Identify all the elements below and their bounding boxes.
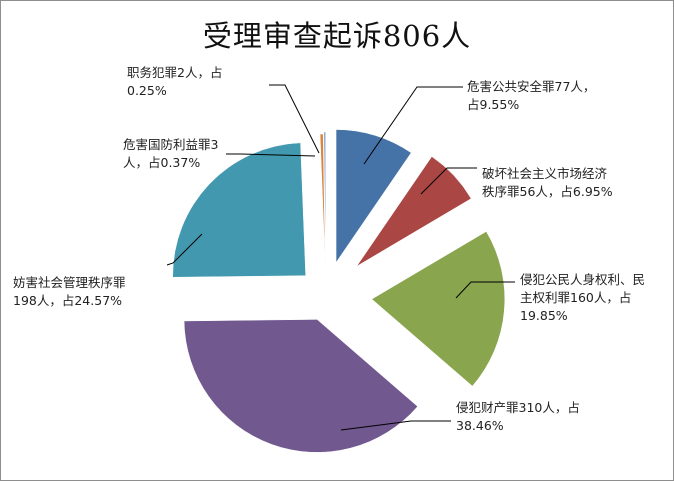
data-label: 妨害社会管理秩序罪 198人，占24.57% [13, 275, 126, 308]
leader-line [226, 153, 316, 157]
pie-slice [172, 142, 306, 278]
leader-line [420, 167, 477, 195]
pie-slice [319, 133, 326, 268]
data-label: 危害公共安全罪77人， 占9.55% [467, 79, 596, 112]
data-label: 侵犯公民人身权利、民 主权利罪160人，占 19.85% [520, 272, 646, 323]
data-label: 破坏社会主义市场经济 秩序罪56人，占6.95% [482, 166, 613, 199]
pie-slice [335, 129, 412, 264]
leader-line [269, 84, 320, 154]
data-label: 职务犯罪2人，占 0.25% [127, 65, 223, 98]
chart-title: 受理审查起诉806人 [202, 19, 472, 53]
leader-line [363, 86, 463, 165]
pie-slice [356, 156, 472, 267]
leader-line [166, 233, 203, 266]
data-label: 危害国防利益罪3 人，占0.37% [123, 137, 219, 170]
leader-line [340, 420, 451, 431]
leader-line [455, 281, 515, 299]
data-label: 侵犯财产罪310人，占 38.46% [456, 400, 580, 433]
pie-slice [371, 231, 506, 387]
pie-slice [323, 131, 327, 266]
pie-slice [183, 319, 418, 453]
